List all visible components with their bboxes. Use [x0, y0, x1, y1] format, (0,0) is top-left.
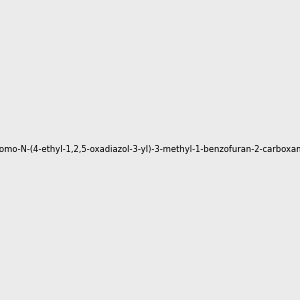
- Text: 5-bromo-N-(4-ethyl-1,2,5-oxadiazol-3-yl)-3-methyl-1-benzofuran-2-carboxamide: 5-bromo-N-(4-ethyl-1,2,5-oxadiazol-3-yl)…: [0, 146, 300, 154]
